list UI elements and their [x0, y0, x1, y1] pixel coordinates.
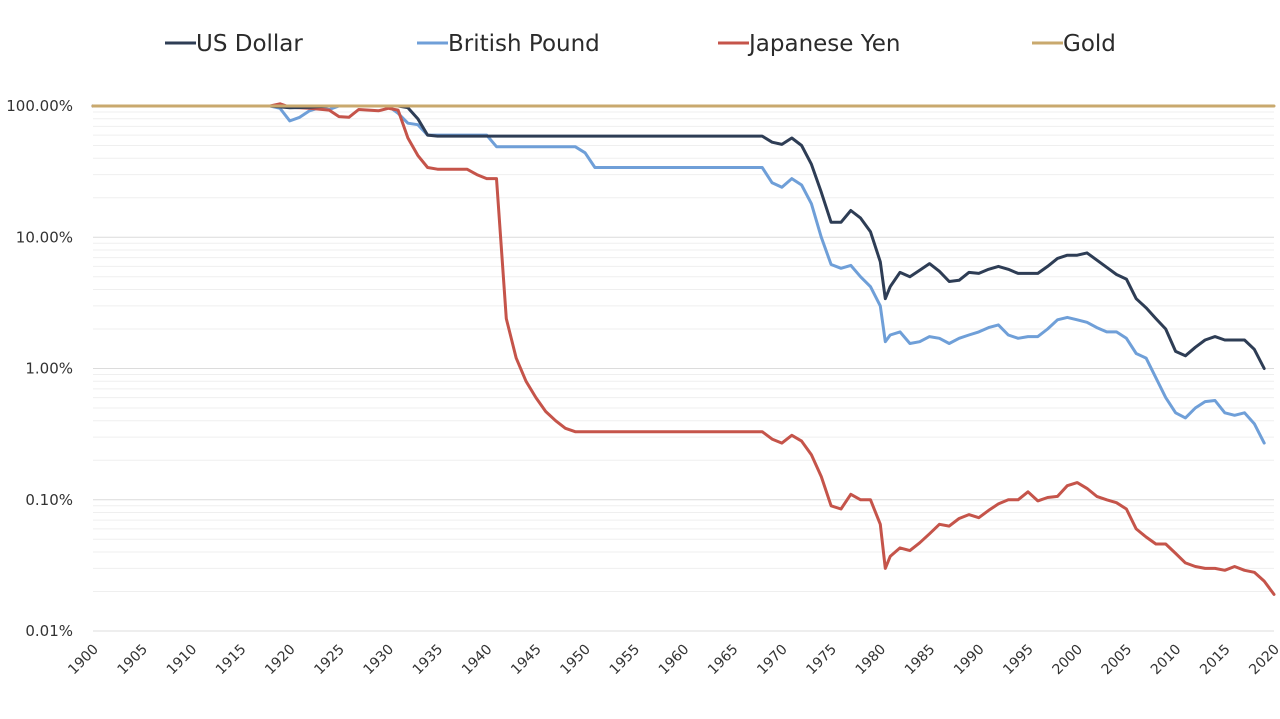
legend-label-japanese-yen: Japanese Yen	[747, 31, 900, 57]
x-tick-label: 1995	[1000, 642, 1037, 679]
x-tick-label: 2000	[1049, 642, 1086, 679]
x-tick-label: 2005	[1099, 642, 1136, 679]
x-tick-label: 2015	[1197, 642, 1234, 679]
x-tick-label: 1990	[951, 642, 988, 679]
x-tick-label: 1910	[164, 642, 201, 679]
x-tick-label: 1955	[607, 642, 644, 679]
series-lines	[91, 102, 1276, 596]
legend-label-british-pound: British Pound	[448, 31, 600, 57]
series-line-us-dollar	[91, 104, 1266, 370]
grid-lines	[93, 105, 1274, 632]
x-tick-label: 1920	[262, 642, 299, 679]
x-tick-label: 1975	[803, 642, 840, 679]
y-tick-label: 10.00%	[16, 228, 73, 246]
series-line-japanese-yen	[91, 102, 1276, 596]
series-line-british-pound	[91, 104, 1266, 445]
x-tick-label: 1915	[213, 642, 250, 679]
x-tick-label: 1985	[902, 642, 939, 679]
x-tick-label: 1940	[459, 642, 496, 679]
y-tick-label: 1.00%	[25, 360, 73, 378]
x-tick-label: 1950	[557, 642, 594, 679]
x-tick-label: 1935	[410, 642, 447, 679]
y-axis-tick-labels: 100.00% 10.00% 1.00% 0.10% 0.01%	[6, 97, 73, 640]
x-tick-label: 1945	[508, 642, 545, 679]
x-tick-label: 1925	[311, 642, 348, 679]
x-tick-label: 1980	[853, 642, 890, 679]
y-tick-label: 0.10%	[25, 491, 73, 509]
y-tick-label: 0.01%	[25, 622, 73, 640]
legend-label-us-dollar: US Dollar	[196, 31, 303, 57]
x-axis-tick-labels: 1900 1905 1910 1915 1920 1925 1930 1935 1940 1945…	[65, 642, 1280, 679]
x-tick-label: 1960	[656, 642, 693, 679]
legend-label-gold: Gold	[1063, 31, 1116, 57]
x-tick-label: 1970	[754, 642, 791, 679]
x-tick-label: 1900	[65, 642, 102, 679]
x-tick-label: 1965	[705, 642, 742, 679]
legend: US Dollar British Pound Japanese Yen Gold	[165, 31, 1116, 57]
x-tick-label: 2020	[1246, 642, 1280, 679]
x-tick-label: 1905	[115, 642, 152, 679]
x-tick-label: 1930	[361, 642, 398, 679]
x-tick-label: 2010	[1148, 642, 1185, 679]
y-tick-label: 100.00%	[6, 97, 73, 115]
